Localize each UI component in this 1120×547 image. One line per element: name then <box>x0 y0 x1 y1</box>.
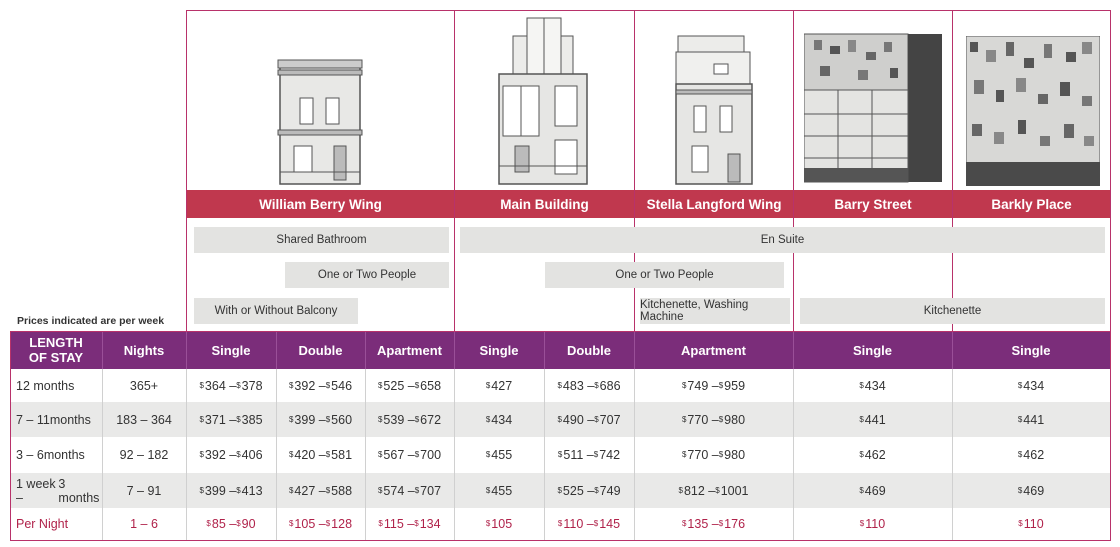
main-building-icon <box>498 17 588 185</box>
col-mb-single: Single <box>479 342 519 358</box>
cell-price: $525 – $658 <box>377 378 442 393</box>
cell-price: $364 – $378 <box>199 378 263 393</box>
feature-one-or-two-people: One or Two People <box>545 262 784 288</box>
cell-nights: 365+ <box>129 378 159 393</box>
cell-price: $427 <box>485 378 513 393</box>
building-header-barkly-place: Barkly Place <box>953 190 1110 218</box>
col-bp-single: Single <box>1011 342 1051 358</box>
cell-price: $110 – $145 <box>557 517 621 531</box>
col-wb-double: Double <box>298 342 343 358</box>
cell-price: $525 – $749 <box>557 483 621 498</box>
price-note: Prices indicated are per week <box>17 315 165 327</box>
cell-price: $441 <box>1017 412 1045 427</box>
cell-length-of-stay: Per Night <box>16 517 69 531</box>
stella-wing-icon <box>675 35 753 185</box>
feature-shared-bathroom: Shared Bathroom <box>194 227 449 253</box>
building-header-main-building: Main Building <box>455 190 634 218</box>
building-header-stella-langford: Stella Langford Wing <box>635 190 793 218</box>
table-row <box>10 402 1111 437</box>
cell-price: $392 – $406 <box>199 448 263 462</box>
cell-price: $511 – $742 <box>557 448 621 462</box>
feature-en-suite: En Suite <box>460 227 1105 253</box>
cell-price: $392 – $546 <box>288 378 353 393</box>
cell-nights: 92 – 182 <box>119 448 169 462</box>
building-header-william-berry: William Berry Wing <box>187 190 454 218</box>
cell-price: $812 – $1001 <box>678 483 749 498</box>
feature-balcony: With or Without Balcony <box>194 298 358 324</box>
cell-price: $434 <box>485 412 513 427</box>
cell-price: $434 <box>1017 378 1045 393</box>
col-length-line1: LENGTH <box>29 335 83 350</box>
col-length-line2: OF STAY <box>28 350 84 365</box>
barkly-place-icon <box>966 36 1100 186</box>
cell-price: $462 <box>1017 448 1045 462</box>
cell-nights: 1 – 6 <box>130 517 158 531</box>
col-sl-apartment: Apartment <box>680 342 746 358</box>
cell-price: $399 – $560 <box>288 412 353 427</box>
cell-length-of-stay: 1 week –3 months <box>16 476 100 505</box>
cell-price: $110 <box>1018 517 1044 531</box>
cell-price: $110 <box>859 517 886 531</box>
cell-price: $455 <box>485 483 513 498</box>
cell-price: $105 – $128 <box>288 517 353 531</box>
cell-length-of-stay: 12 months <box>16 378 75 393</box>
table-row <box>10 473 1111 508</box>
table-header <box>10 331 1111 369</box>
cell-price: $427 – $588 <box>288 483 353 498</box>
feature-kitchenette: Kitchenette <box>800 298 1105 324</box>
cell-price: $567 – $700 <box>377 448 442 462</box>
cell-price: $105 <box>485 517 513 531</box>
cell-price: $135 – $176 <box>681 517 746 531</box>
cell-price: $434 <box>859 378 886 393</box>
cell-price: $749 – $959 <box>681 378 746 393</box>
col-mb-double: Double <box>566 342 612 358</box>
cell-price: $469 <box>859 483 886 498</box>
cell-price: $85 – $90 <box>206 517 256 531</box>
cell-price: $455 <box>485 448 513 462</box>
feature-kitchenette-washing: Kitchenette, Washing Machine <box>640 298 790 324</box>
cell-price: $115 – $134 <box>378 517 441 531</box>
cell-price: $420 – $581 <box>288 448 353 462</box>
feature-one-or-two-people: One or Two People <box>285 262 449 288</box>
cell-price: $770 – $980 <box>681 412 746 427</box>
cell-price: $441 <box>859 412 886 427</box>
cell-price: $574 – $707 <box>377 483 442 498</box>
col-nights: Nights <box>123 342 165 358</box>
cell-price: $483 – $686 <box>557 378 621 393</box>
cell-price: $371 – $385 <box>199 412 263 427</box>
cell-length-of-stay: 3 – 6 months <box>16 448 85 462</box>
cell-price: $462 <box>859 448 886 462</box>
col-bs-single: Single <box>852 342 892 358</box>
building-header-barry-street: Barry Street <box>794 190 952 218</box>
cell-length-of-stay: 7 – 11 months <box>16 412 91 427</box>
cell-nights: 183 – 364 <box>116 412 172 427</box>
cell-nights: 7 – 91 <box>126 483 162 498</box>
terrace-house-icon <box>277 59 363 185</box>
cell-price: $539 – $672 <box>377 412 442 427</box>
cell-price: $770 – $980 <box>681 448 746 462</box>
col-wb-apartment: Apartment <box>376 342 442 358</box>
cell-price: $469 <box>1017 483 1045 498</box>
cell-price: $399 – $413 <box>199 483 263 498</box>
col-length-of-stay: LENGTH OF STAY <box>10 331 102 369</box>
col-wb-single: Single <box>211 342 251 358</box>
cell-price: $490 – $707 <box>557 412 621 427</box>
barry-street-icon <box>804 33 942 183</box>
